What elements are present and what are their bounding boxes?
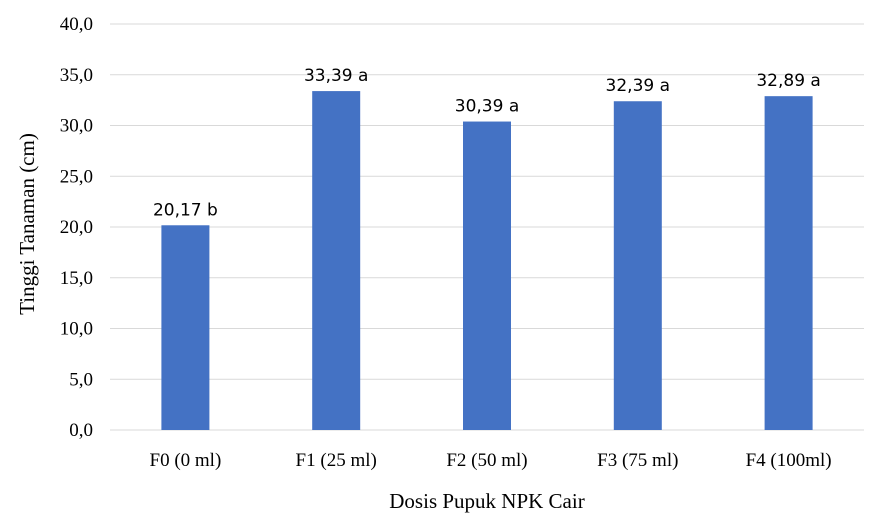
data-label: 30,39 a: [455, 97, 520, 117]
x-axis-ticks: F0 (0 ml) F1 (25 ml) F2 (50 ml) F3 (75 ml) F…: [150, 450, 832, 471]
y-tick-label: 0,0: [69, 420, 93, 441]
x-tick-label: F1 (25 ml): [296, 450, 377, 471]
data-label: 20,17 b: [153, 200, 218, 220]
data-label: 33,39 a: [304, 66, 369, 86]
data-label: 32,39 a: [606, 76, 671, 96]
bar: [764, 96, 813, 430]
y-tick-label: 20,0: [60, 217, 93, 238]
x-axis-title: Dosis Pupuk NPK Cair: [389, 489, 584, 513]
y-tick-label: 10,0: [60, 319, 93, 340]
y-tick-label: 25,0: [60, 166, 93, 187]
x-tick-label: F2 (50 ml): [446, 450, 527, 471]
y-axis-title: Tinggi Tanaman (cm): [15, 133, 39, 315]
y-tick-label: 35,0: [60, 65, 93, 86]
y-axis-ticks: 0,0 5,0 10,0 15,0 20,0 25,0 30,0 35,0 40,0: [60, 14, 93, 441]
x-tick-label: F3 (75 ml): [597, 450, 678, 471]
x-tick-label: F4 (100ml): [746, 450, 832, 471]
bar: [312, 91, 361, 431]
bar: [613, 101, 662, 430]
x-tick-label: F0 (0 ml): [150, 450, 222, 471]
data-labels: 20,17 b 33,39 a 30,39 a 32,39 a 32,89 a: [153, 66, 821, 220]
bar: [161, 225, 210, 430]
y-tick-label: 40,0: [60, 14, 93, 35]
data-label: 32,89 a: [756, 71, 821, 91]
y-tick-label: 30,0: [60, 116, 93, 137]
y-tick-label: 15,0: [60, 268, 93, 289]
bars: [161, 91, 813, 431]
y-tick-label: 5,0: [69, 369, 93, 390]
bar: [463, 121, 511, 430]
